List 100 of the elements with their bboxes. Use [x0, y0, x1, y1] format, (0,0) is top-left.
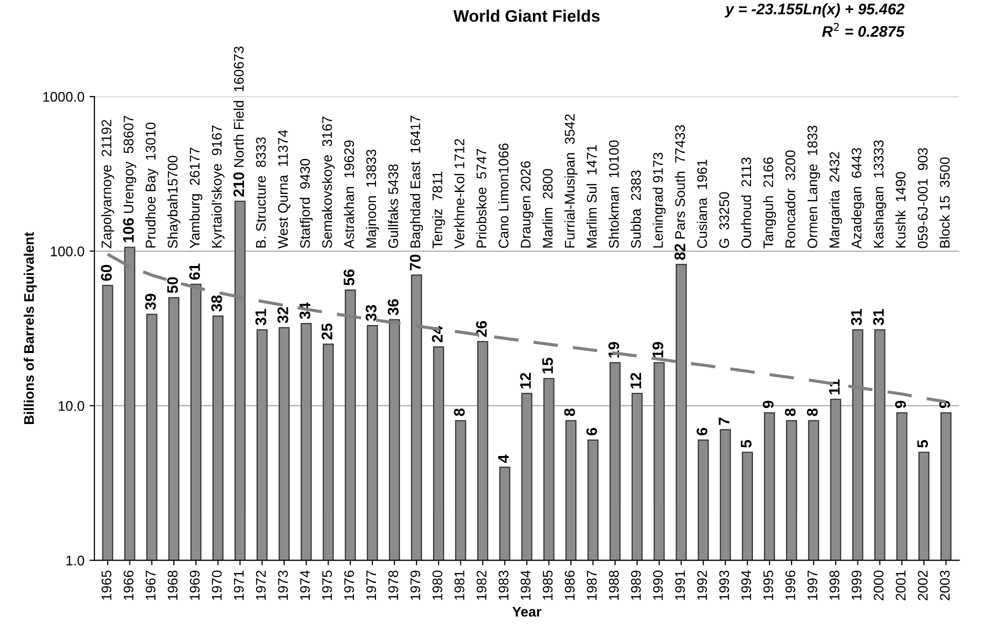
data-label: 31 — [255, 309, 266, 326]
data-label: 38 — [211, 295, 222, 312]
x-tick-label: 1985 — [542, 570, 553, 600]
annotation: Yamburg 26177 — [189, 148, 202, 248]
text: R$^{2}$ = 0.2875 — [822, 22, 905, 37]
data-label: 106 — [123, 218, 134, 242]
x-tick-label: 2000 — [874, 570, 884, 600]
x-tick-label: 1987 — [586, 570, 597, 600]
x-axis-title: Year — [512, 606, 542, 617]
annotation: Kushk 1490 — [895, 172, 906, 248]
y-tick-label: 1000.0 — [43, 92, 84, 102]
x-tick-label: 1976 — [344, 570, 354, 600]
x-tick-label: 1994 — [741, 570, 752, 600]
annotation: Statfjord 9430 — [300, 158, 313, 248]
x-tick-label: 1969 — [190, 570, 200, 600]
x-tick-label: 2001 — [896, 570, 906, 600]
annotation: Astrakhan 19629 — [344, 140, 354, 249]
data-label: 32 — [277, 307, 288, 324]
x-tick-label: 1967 — [146, 570, 156, 600]
x-tick-label: 1993 — [719, 570, 730, 600]
y-tick-label: 10.0 — [58, 401, 84, 411]
x-tick-label: 1997 — [808, 570, 818, 600]
data-label: 82 — [674, 244, 686, 260]
x-tick-label: 1988 — [608, 570, 619, 600]
data-label: 70 — [410, 254, 421, 270]
annotation: Ormen Lange 1833 — [808, 126, 820, 248]
annotation: Cano Limon1066 — [498, 144, 508, 248]
x-tick-label: 1979 — [410, 570, 420, 600]
data-label: 8 — [784, 408, 796, 416]
annotation: Shtokman 10100 — [608, 140, 619, 248]
x-tick-label: 1978 — [388, 570, 398, 600]
x-tick-label: 2002 — [918, 570, 928, 600]
y-tick-label: 100.0 — [51, 246, 84, 256]
x-tick-label: 1974 — [300, 570, 310, 600]
data-label: 8 — [564, 408, 576, 416]
x-tick-label: 1968 — [168, 570, 178, 600]
annotation: Leningrad 9173 — [652, 152, 666, 248]
data-label: 31 — [851, 309, 862, 326]
annotation: Gullfaks 5438 — [388, 164, 398, 248]
x-tick-label: 1971 — [234, 570, 244, 600]
data-label: 12 — [520, 372, 531, 388]
annotation: West Qurna 11374 — [278, 130, 290, 249]
x-tick-label: 1998 — [830, 570, 840, 600]
data-label: 6 — [696, 428, 708, 436]
annotation: Block 15 3500 — [940, 157, 950, 248]
x-tick-label: 1992 — [697, 570, 708, 600]
annotation: Marlim Sul 1471 — [586, 145, 597, 248]
x-tick-label: 1996 — [785, 570, 796, 600]
annotation: Majnoon 13833 — [366, 150, 379, 248]
chart-title: World Giant Fields — [453, 10, 600, 22]
data-label: 9 — [762, 400, 774, 408]
data-label: 8 — [806, 408, 818, 416]
x-tick-label: 1970 — [212, 570, 222, 600]
annotation: Tangguh 2166 — [763, 157, 776, 248]
annotation: Shaybah15700 — [167, 156, 180, 248]
y-tick-label: 1.0 — [66, 556, 84, 566]
x-tick-label: 1986 — [564, 570, 575, 600]
annotation: Azadegan 6443 — [851, 148, 864, 249]
data-label: 9 — [895, 400, 906, 408]
y-axis-title: Billions of Barrels Equivalent — [24, 232, 37, 424]
annotation: Cusiana 1961 — [696, 160, 708, 248]
text: y = -23.155Ln(x) + 95.462 — [724, 3, 904, 18]
x-tick-label: 1981 — [454, 570, 464, 600]
x-tick-label: 1990 — [653, 570, 663, 600]
data-label: 56 — [344, 269, 354, 286]
data-label: 4 — [498, 454, 509, 463]
x-tick-label: 1965 — [102, 570, 112, 600]
annotation: Kashagan 13333 — [873, 140, 886, 248]
data-label: 39 — [145, 294, 156, 310]
annotation: Verkhne-Kol 1712 — [454, 138, 464, 249]
data-label: 6 — [586, 428, 598, 436]
annotation: Marlim 2800 — [542, 168, 553, 248]
annotation: G 33250 — [719, 192, 730, 248]
annotation: 059-6J-001 903 — [918, 148, 928, 248]
data-label: 33 — [366, 304, 377, 322]
annotation: Ourhoud 2113 — [740, 158, 752, 248]
data-label: 25 — [322, 323, 332, 340]
data-label: 36 — [388, 299, 399, 316]
x-tick-label: 1975 — [322, 570, 332, 600]
data-label: 15 — [542, 358, 553, 374]
x-tick-label: 1983 — [498, 570, 508, 600]
x-tick-label: 2003 — [940, 570, 950, 600]
x-tick-label: 1973 — [278, 570, 288, 600]
annotation: Prudhoe Bay 13010 — [145, 122, 158, 248]
annotation: North Field 160673 — [234, 46, 244, 167]
annotation: Priobskoe 5747 — [476, 149, 486, 248]
data-label: 50 — [167, 277, 178, 294]
x-tick-label: 1982 — [476, 570, 486, 600]
annotation: B. Structure 8333 — [256, 137, 266, 248]
annotation: Roncador 3200 — [785, 150, 796, 248]
x-tick-label: 1980 — [432, 570, 442, 600]
data-label: 61 — [189, 264, 200, 280]
annotation: Furrial-Musipan 3542 — [564, 114, 578, 248]
annotation: Kyrtaiol'skoye 9167 — [211, 126, 224, 248]
data-label: 7 — [718, 418, 730, 425]
annotation: Margarita 2432 — [829, 152, 842, 248]
annotation: Baghdad East 16417 — [410, 116, 423, 248]
x-tick-label: 1966 — [124, 570, 134, 600]
annotation: Semakovskoye 3167 — [322, 116, 335, 248]
data-label: 19 — [652, 342, 664, 358]
